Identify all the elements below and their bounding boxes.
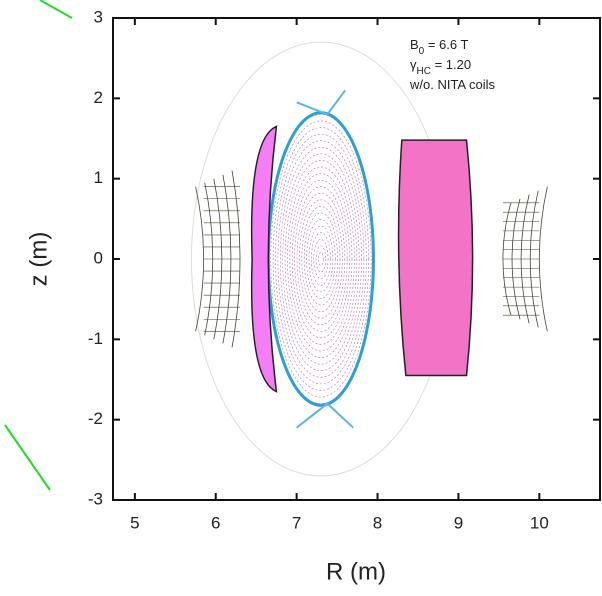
- x-tick-label: 7: [292, 513, 301, 532]
- flux-surface: [295, 187, 348, 332]
- flux-surface: [319, 252, 324, 265]
- flux-surface: [283, 154, 359, 364]
- flux-surface: [273, 128, 369, 391]
- x-tick-label: 6: [211, 513, 220, 532]
- annotation: γHC = 1.20: [410, 57, 471, 77]
- flux-surface: [307, 220, 336, 299]
- flux-surface: [292, 180, 349, 338]
- coil-grid: [539, 187, 547, 332]
- separatrix: [268, 113, 373, 405]
- x-tick-label: 8: [373, 513, 382, 532]
- flux-surface: [278, 141, 364, 378]
- y-tick-label: -1: [88, 329, 103, 348]
- y-tick-label: 0: [94, 248, 103, 267]
- flux-surface: [311, 233, 330, 286]
- flux-surface: [309, 226, 333, 292]
- y-tick-label: 1: [94, 168, 103, 187]
- annotation: w/o. NITA coils: [409, 77, 496, 92]
- flux-surface: [316, 246, 326, 272]
- flux-surface: [287, 167, 354, 351]
- flux-surface: [285, 160, 357, 357]
- x-tick-label: 9: [454, 513, 463, 532]
- coil-grid: [196, 187, 204, 332]
- y-tick-label: -2: [88, 409, 103, 428]
- plot-shapes: [191, 42, 547, 476]
- x-tick-label: 10: [530, 513, 549, 532]
- y-tick-label: 2: [94, 88, 103, 107]
- x-axis-label: R (m): [326, 558, 386, 585]
- flux-surface: [271, 121, 371, 397]
- flux-surface: [299, 200, 342, 318]
- y-tick-label: -3: [88, 489, 103, 508]
- flux-surface: [302, 206, 340, 311]
- edge-line: [5, 425, 50, 490]
- edge-line: [40, 0, 72, 18]
- inner-coil: [252, 126, 277, 391]
- annotation: B0 = 6.6 T: [410, 37, 468, 57]
- flux-surface: [275, 134, 366, 384]
- chart: R (m) z (m) 5 6 7 8 9 10 -3 -2 -1 0 1 2 3 B0 = 6.6 Tγ…: [0, 0, 602, 591]
- outer-coil: [399, 140, 473, 375]
- y-tick-label: 3: [94, 7, 103, 26]
- x-tick-label: 5: [130, 513, 139, 532]
- y-axis-label: z (m): [25, 232, 52, 287]
